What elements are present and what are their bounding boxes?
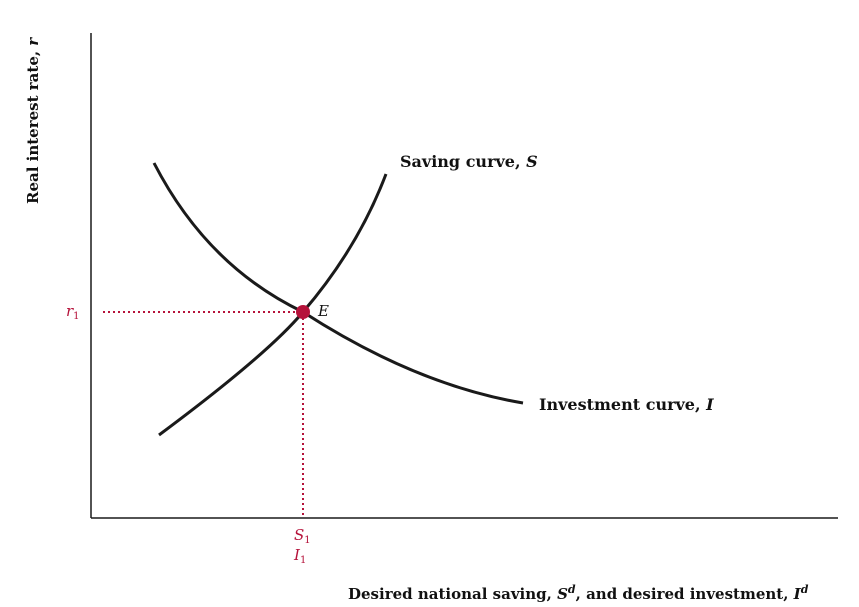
- investment-curve: [152, 162, 524, 405]
- x-axis-label: Desired national saving, Sd, and desired…: [348, 583, 809, 603]
- saving-curve-label: Saving curve, S: [400, 152, 538, 171]
- i1-label: I1: [293, 546, 306, 566]
- equilibrium-label: E: [317, 302, 329, 320]
- r1-label: r1: [66, 302, 80, 322]
- s1-label: S1: [294, 526, 311, 546]
- investment-curve-label: Investment curve, I: [539, 395, 714, 414]
- saving-curve: [158, 173, 388, 437]
- equilibrium-point: [296, 305, 310, 319]
- y-axis-label: Real interest rate, r: [24, 37, 42, 204]
